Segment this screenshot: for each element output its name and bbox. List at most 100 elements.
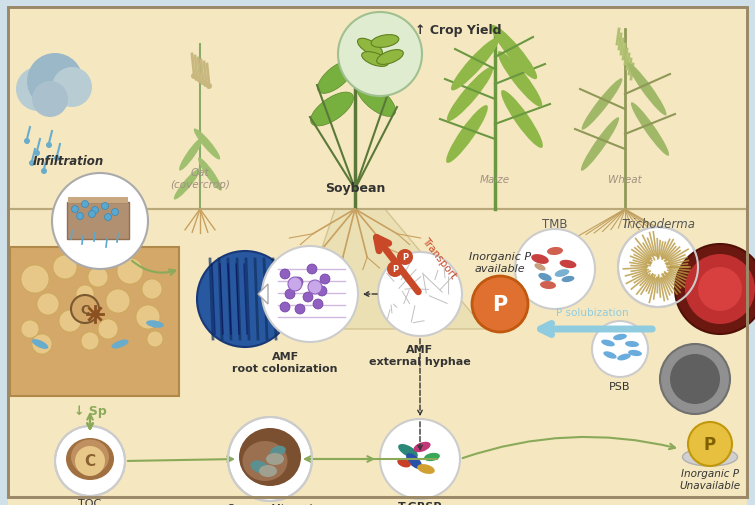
Circle shape [200, 80, 206, 86]
Text: Maize: Maize [480, 175, 510, 185]
Ellipse shape [414, 442, 430, 452]
Circle shape [285, 289, 295, 299]
Ellipse shape [447, 68, 493, 122]
Circle shape [98, 319, 118, 339]
Ellipse shape [538, 273, 552, 281]
Ellipse shape [683, 448, 738, 466]
Circle shape [91, 207, 98, 214]
Circle shape [675, 244, 755, 334]
Circle shape [618, 228, 698, 308]
Circle shape [76, 213, 84, 220]
Ellipse shape [112, 340, 128, 349]
Text: C: C [81, 303, 90, 316]
Circle shape [21, 266, 49, 293]
Ellipse shape [424, 453, 440, 461]
Circle shape [59, 311, 81, 332]
Ellipse shape [491, 26, 537, 80]
Ellipse shape [446, 106, 488, 164]
Ellipse shape [358, 39, 383, 57]
Ellipse shape [377, 50, 403, 65]
Circle shape [46, 143, 52, 148]
Ellipse shape [628, 350, 642, 357]
Ellipse shape [498, 52, 542, 108]
Ellipse shape [32, 339, 48, 349]
Circle shape [136, 306, 160, 329]
Ellipse shape [581, 79, 622, 130]
Text: Soybean: Soybean [325, 182, 385, 194]
Ellipse shape [174, 169, 200, 200]
Circle shape [32, 334, 52, 355]
Circle shape [592, 321, 648, 377]
Circle shape [112, 209, 119, 216]
Circle shape [104, 214, 112, 221]
Ellipse shape [562, 276, 575, 283]
Ellipse shape [356, 56, 393, 87]
Circle shape [147, 331, 163, 347]
Ellipse shape [418, 464, 435, 474]
Text: TMB: TMB [542, 218, 568, 231]
Ellipse shape [535, 264, 546, 271]
Ellipse shape [362, 53, 388, 67]
Text: Transport: Transport [420, 235, 458, 280]
Ellipse shape [601, 340, 615, 347]
Text: Inorganic P
available: Inorganic P available [469, 251, 531, 273]
Circle shape [75, 446, 105, 476]
Ellipse shape [371, 35, 399, 48]
Circle shape [197, 251, 293, 347]
Circle shape [303, 292, 313, 302]
Ellipse shape [318, 62, 354, 94]
Ellipse shape [617, 354, 631, 361]
Ellipse shape [194, 129, 220, 160]
Circle shape [378, 252, 462, 336]
Circle shape [53, 256, 77, 279]
Text: AMF
external hyphae: AMF external hyphae [369, 344, 471, 366]
Circle shape [52, 68, 92, 108]
Ellipse shape [613, 334, 627, 340]
Text: Trichoderma: Trichoderma [621, 218, 695, 231]
Circle shape [194, 76, 200, 82]
Ellipse shape [540, 281, 556, 289]
Circle shape [660, 344, 730, 414]
Text: PSB: PSB [609, 381, 630, 391]
Ellipse shape [532, 255, 549, 265]
Circle shape [288, 277, 302, 291]
Ellipse shape [356, 82, 396, 117]
Circle shape [698, 268, 742, 312]
Text: T-GRSP: T-GRSP [398, 501, 442, 505]
Circle shape [41, 169, 47, 175]
FancyBboxPatch shape [8, 210, 747, 497]
Text: ↓ Sp: ↓ Sp [74, 404, 106, 417]
Circle shape [52, 174, 148, 270]
Text: P: P [402, 253, 408, 262]
Ellipse shape [397, 459, 411, 468]
Ellipse shape [66, 438, 114, 480]
Circle shape [191, 74, 197, 80]
Circle shape [472, 276, 528, 332]
Text: Inorganic P
Unavailable: Inorganic P Unavailable [680, 468, 741, 490]
Ellipse shape [555, 270, 569, 277]
Circle shape [203, 82, 209, 88]
Ellipse shape [266, 453, 284, 465]
Circle shape [71, 295, 99, 323]
Ellipse shape [198, 158, 222, 191]
Ellipse shape [631, 103, 669, 157]
Ellipse shape [270, 446, 286, 457]
Ellipse shape [451, 38, 499, 91]
Circle shape [72, 206, 79, 213]
Circle shape [338, 13, 422, 97]
Circle shape [685, 255, 755, 324]
Circle shape [515, 230, 595, 310]
Ellipse shape [547, 247, 563, 256]
Circle shape [106, 289, 130, 314]
Ellipse shape [310, 93, 353, 127]
Text: TOC
stabilization: TOC stabilization [57, 498, 124, 505]
Text: Organo-Mineral
complex: Organo-Mineral complex [226, 503, 313, 505]
Text: C: C [85, 453, 96, 469]
Text: Wheat: Wheat [608, 175, 642, 185]
Ellipse shape [71, 440, 109, 475]
Circle shape [142, 279, 162, 299]
Text: ↑ Crop Yield: ↑ Crop Yield [415, 23, 501, 36]
Circle shape [21, 320, 39, 338]
Circle shape [88, 211, 95, 218]
Circle shape [308, 280, 322, 294]
